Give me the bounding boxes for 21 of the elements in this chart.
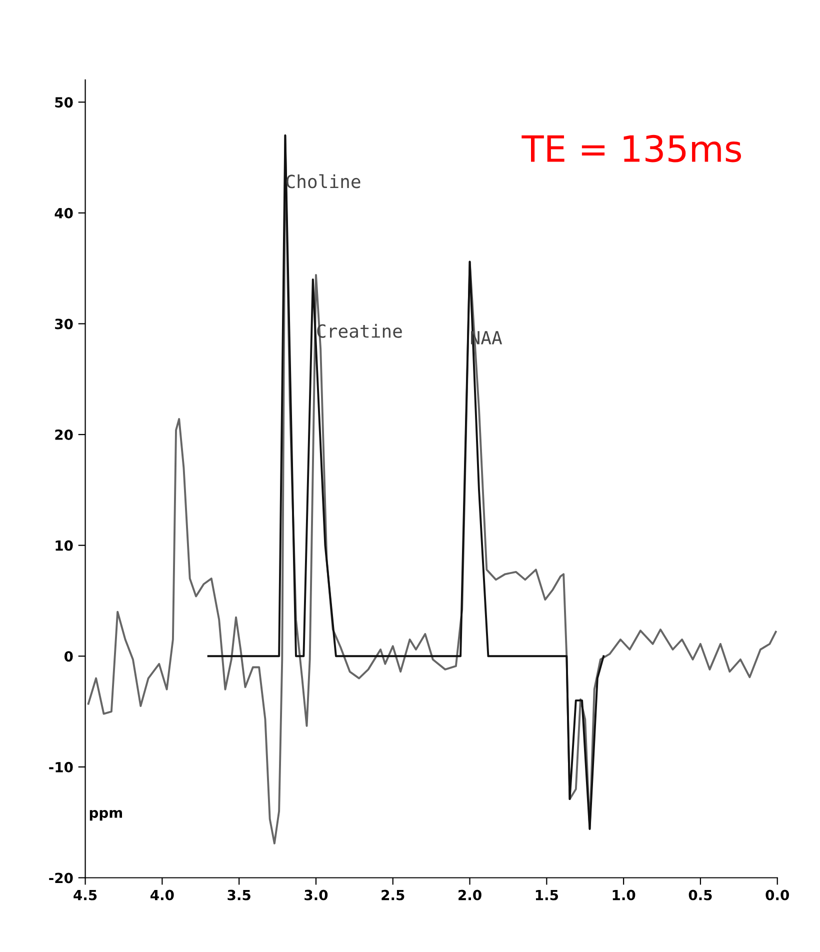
y-tick-label: 30 bbox=[55, 318, 73, 330]
x-tick-label: 3.5 bbox=[228, 890, 250, 900]
x-tick-label: 0.5 bbox=[688, 890, 712, 900]
x-axis-title: ppm bbox=[90, 810, 122, 821]
y-tick-label: -10 bbox=[49, 762, 73, 772]
y-tick-label: 40 bbox=[54, 208, 73, 218]
x-tick-label: 3.0 bbox=[304, 890, 328, 900]
x-tick-label: 2.5 bbox=[382, 890, 404, 900]
annotation: TE = 135ms bbox=[522, 134, 741, 162]
y-tick-label: 0 bbox=[64, 651, 73, 662]
y-tick-label: -20 bbox=[49, 872, 73, 884]
x-tick-label: 1.5 bbox=[536, 890, 558, 900]
x-tick-label: 0.0 bbox=[766, 890, 789, 900]
x-tick-label: 2.0 bbox=[458, 890, 482, 900]
x-tick-label: 1.0 bbox=[612, 890, 636, 900]
x-tick-label: 4.0 bbox=[150, 890, 174, 900]
y-tick-label: 20 bbox=[55, 430, 73, 440]
x-tick-label: 4.5 bbox=[74, 890, 97, 900]
line-series bbox=[207, 134, 605, 830]
y-tick-label: 10 bbox=[56, 540, 73, 551]
y-tick-label: 50 bbox=[55, 97, 73, 108]
